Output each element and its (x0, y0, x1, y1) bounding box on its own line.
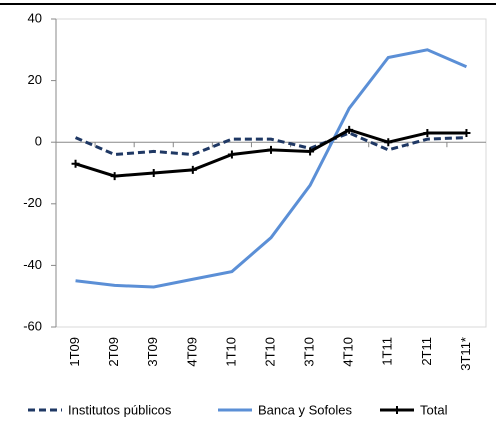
x-tick-label: 1T11 (380, 337, 395, 366)
point-marker (423, 128, 432, 137)
point-marker (188, 165, 197, 174)
point-marker (462, 128, 471, 137)
x-tick-label: 3T11* (458, 337, 473, 371)
series-line (75, 48, 468, 289)
x-tick-label: 4T09 (184, 337, 199, 367)
x-tick-label: 2T09 (106, 337, 121, 367)
point-marker (227, 150, 236, 159)
point-marker (71, 159, 80, 168)
y-tick-label: 40 (28, 10, 42, 25)
legend-label: Banca y Sofoles (258, 402, 352, 417)
legend-label: Institutos públicos (68, 402, 172, 417)
y-tick-label: -20 (23, 195, 42, 210)
x-tick-label: 1T10 (223, 337, 238, 367)
x-tick-label: 2T10 (262, 337, 277, 367)
point-marker (110, 172, 119, 181)
point-marker (149, 169, 158, 177)
series-line (74, 131, 467, 157)
point-marker (267, 145, 275, 154)
x-tick-label: 3T10 (302, 337, 317, 367)
legend-label: Total (420, 402, 448, 417)
point-marker (384, 138, 393, 147)
x-tick-label: 2T11 (419, 337, 434, 366)
x-tick-label: 3T09 (145, 337, 160, 367)
point-marker (345, 125, 354, 134)
y-tick-label: 0 (35, 134, 42, 149)
y-tick-label: -60 (23, 318, 42, 333)
plot-area (55, 18, 487, 328)
y-tick-label: -40 (23, 257, 42, 272)
y-tick-label: 20 (28, 72, 42, 87)
legend-marker (393, 406, 401, 414)
x-tick-label: 1T09 (67, 337, 82, 367)
point-marker (306, 147, 315, 156)
x-tick-label: 4T10 (341, 337, 356, 367)
